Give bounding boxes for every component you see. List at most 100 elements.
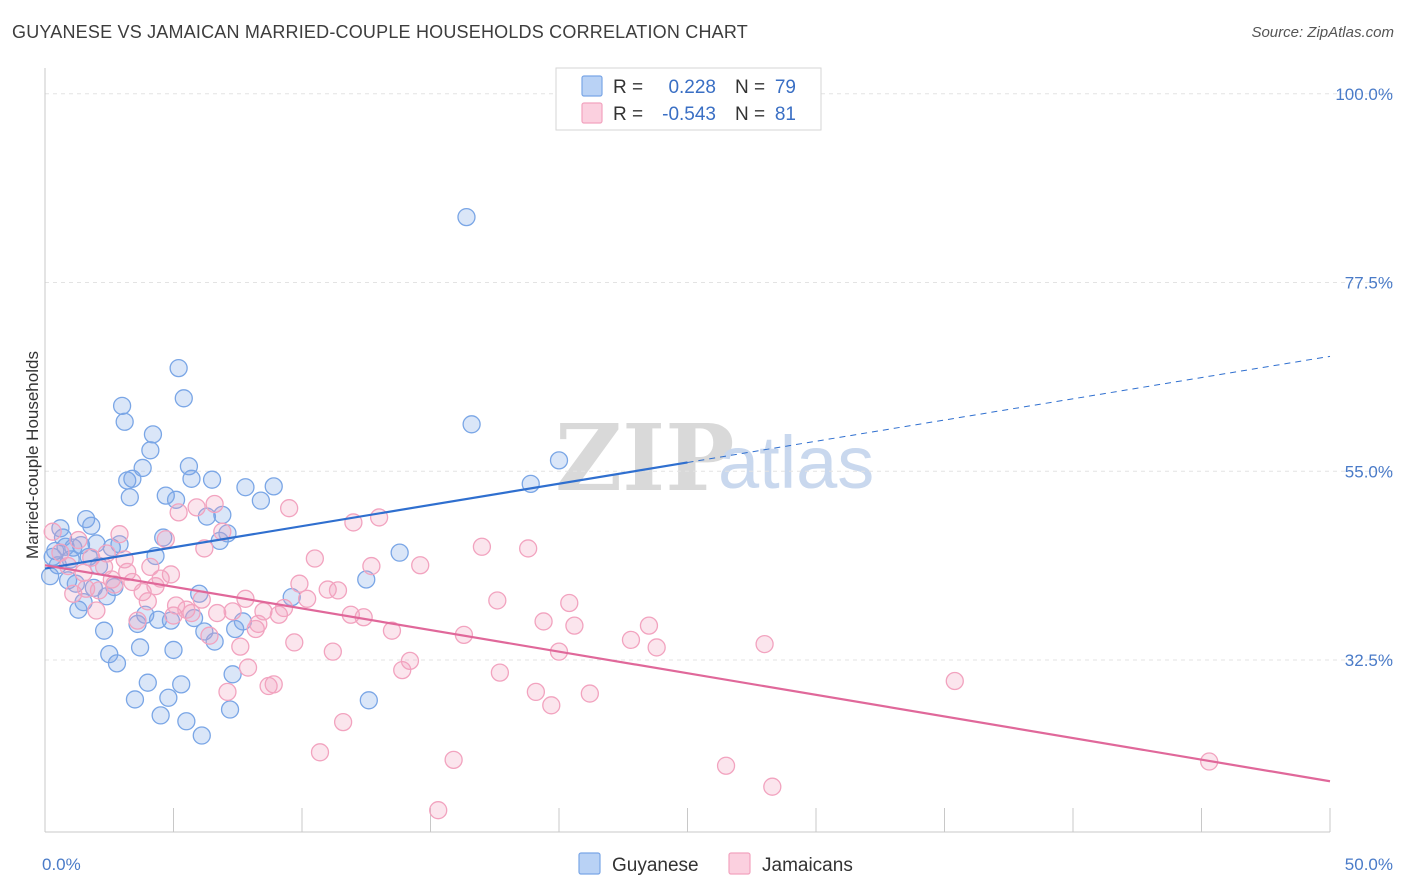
jamaicans-point [182,603,201,623]
gridlines [45,93,1394,661]
guyanese-point [172,675,191,694]
jamaicans-point [323,642,342,661]
guyanese-point [120,488,139,507]
jamaicans-point [110,525,129,544]
jamaicans-point [393,660,412,680]
jamaicans-point [328,581,348,600]
guyanese-trend-extension [687,355,1331,463]
series-legend-label-jamaicans: Jamaicans [762,855,853,876]
guyanese-point [192,726,211,745]
series-legend: Guyanese Jamaicans [578,852,853,876]
jamaicans-point [444,750,463,770]
guyanese-point [226,619,245,639]
jamaicans-point [647,638,666,657]
jamaicans-point [472,537,492,556]
y-tick-label: 77.5% [1345,274,1393,293]
jamaicans-point [138,592,157,611]
legend-swatch-guyanese [581,75,603,97]
x-tick-label: 50.0% [1345,855,1393,874]
jamaicans-point [716,756,736,775]
x-tick-labels: 0.0% 50.0% [42,855,1393,874]
chart-source: Source: ZipAtlas.com [1251,24,1394,41]
jamaicans-point [411,556,430,575]
jamaicans-point [526,682,546,702]
jamaicans-point [128,611,147,630]
guyanese-point [133,458,152,478]
guyanese-trend-line [44,461,688,570]
legend-n-label: N = [735,77,765,98]
jamaicans-point [755,634,774,654]
jamaicans-point [945,671,964,691]
guyanese-point [223,665,242,684]
jamaicans-point [310,743,330,762]
series-legend-label-guyanese: Guyanese [612,855,699,876]
guyanese-point [164,640,183,660]
guyanese-point [138,673,157,692]
guyanese-point [236,478,255,497]
jamaicans-point [200,626,219,645]
guyanese-point [107,654,127,673]
guyanese-point [264,477,283,496]
guyanese-point [169,358,188,378]
legend-n-value: 81 [775,104,796,125]
guyanese-point [112,396,132,415]
legend-n-value: 79 [775,77,796,98]
guyanese-point [94,621,114,640]
watermark: ZIP atlas [555,404,874,512]
jamaicans-point [205,494,224,514]
guyanese-point [100,645,119,664]
jamaicans-point [87,601,106,620]
jamaicans-point [264,675,283,694]
guyanese-point [251,491,271,510]
guyanese-point [182,469,201,488]
guyanese-point [549,451,569,470]
guyanese-point [390,543,409,562]
jamaicans-point [429,801,448,820]
guyanese-point [159,688,178,707]
guyanese-point [151,706,170,725]
guyanese-point [457,207,476,227]
jamaicans-point [621,630,641,650]
jamaicans-point [161,565,181,584]
jamaicans-point [400,651,420,671]
jamaicans-point [169,503,188,522]
series-legend-swatch-jamaicans [728,852,751,875]
jamaicans-point [639,616,659,635]
jamaicans-point [285,633,304,652]
legend: R = 0.228 N = 79 R = -0.543 N = 81 [555,67,822,131]
jamaicans-point [223,602,242,621]
legend-n-label: N = [735,104,765,125]
jamaicans-point [195,539,214,558]
jamaicans-point [187,498,206,517]
jamaicans-point [279,499,299,518]
jamaicans-point [177,600,196,619]
jamaicans-point [565,616,584,635]
legend-r-value: -0.543 [662,104,716,125]
legend-r-label: R = [613,77,643,98]
jamaicans-point [69,530,88,550]
data-points [40,207,1219,820]
jamaicans-point [208,603,227,623]
trend-lines [44,355,1331,783]
guyanese-point [130,638,150,657]
watermark-atlas: atlas [718,421,874,504]
chart-title: GUYANESE VS JAMAICAN MARRIED-COUPLE HOUS… [12,22,748,42]
jamaicans-point [231,637,250,656]
jamaicans-point [305,549,325,568]
guyanese-point [125,690,145,709]
legend-r-label: R = [613,104,643,125]
jamaicans-point [534,612,553,631]
jamaicans-point [254,602,273,621]
legend-swatch-jamaicans [581,102,603,124]
y-tick-label: 32.5% [1345,651,1393,670]
jamaicans-point [763,777,782,796]
jamaicans-point [362,556,381,576]
jamaicans-point [382,621,402,640]
jamaicans-point [297,589,317,608]
guyanese-point [82,516,101,535]
jamaicans-point [118,562,137,582]
guyanese-point [141,441,160,460]
jamaicans-point [156,530,175,549]
jamaicans-point [542,696,561,715]
